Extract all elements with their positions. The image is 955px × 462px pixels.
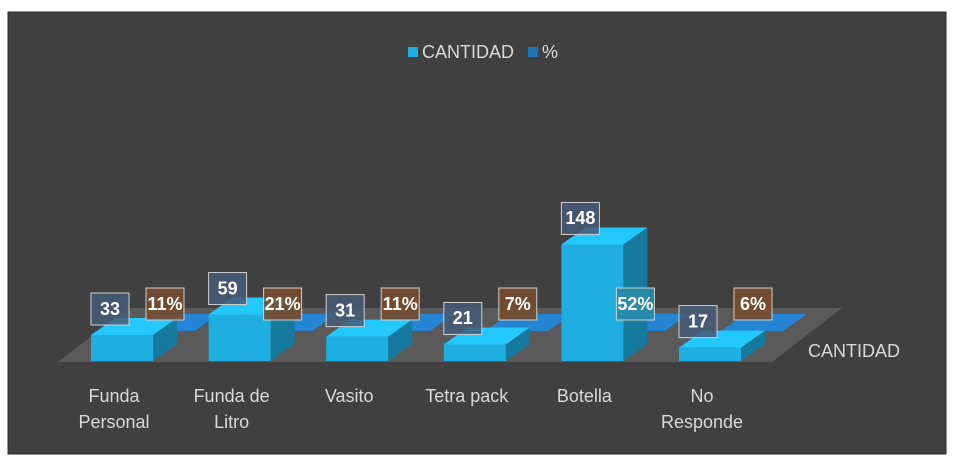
legend-label: CANTIDAD <box>422 42 514 62</box>
data-label: 11% <box>147 294 182 314</box>
bar <box>443 344 506 361</box>
x-tick-label: No Responde <box>660 386 744 432</box>
legend-label: % <box>542 42 558 62</box>
data-label-box <box>325 294 365 328</box>
x-tick-label: Funda de Litro <box>193 386 270 432</box>
bar <box>561 244 624 361</box>
data-label: 148 <box>565 208 595 228</box>
data-label: 21% <box>265 294 301 314</box>
data-label: 52% <box>617 294 653 314</box>
data-label-box <box>380 287 420 321</box>
bar <box>679 347 741 361</box>
bar <box>326 336 389 361</box>
data-label-box <box>208 272 248 306</box>
bar <box>208 314 271 361</box>
x-tick-label: Botella <box>556 386 612 406</box>
data-label: 11% <box>383 294 418 314</box>
background <box>7 11 947 455</box>
legend-swatch <box>408 47 418 57</box>
data-label: 33 <box>100 299 120 319</box>
data-label-box <box>615 287 655 321</box>
data-label-box <box>560 201 600 235</box>
bar-side <box>505 327 530 361</box>
data-label-box <box>263 287 303 321</box>
x-tick-label: Funda Personal <box>78 386 150 432</box>
legend-swatch <box>528 47 539 57</box>
bar <box>91 335 153 361</box>
bar-side <box>388 319 413 361</box>
data-label-box <box>90 292 130 326</box>
x-tick-label: Tetra pack <box>425 386 509 406</box>
bar-side <box>783 313 807 331</box>
data-label-box <box>733 287 773 321</box>
data-label: 59 <box>218 278 238 298</box>
data-label-box <box>498 287 538 321</box>
data-label-box <box>443 301 483 335</box>
bar-side <box>741 330 765 361</box>
data-label: 31 <box>335 300 355 320</box>
bar-side <box>153 318 177 361</box>
x-tick-label: Vasito <box>324 386 374 406</box>
data-label: 21 <box>453 308 473 328</box>
z-axis-label: CANTIDAD <box>808 341 900 361</box>
data-label: 7% <box>505 294 531 314</box>
data-label-box <box>678 305 718 339</box>
data-label: 17 <box>688 311 708 331</box>
data-label-box <box>145 287 185 321</box>
data-label: 6% <box>740 294 766 314</box>
